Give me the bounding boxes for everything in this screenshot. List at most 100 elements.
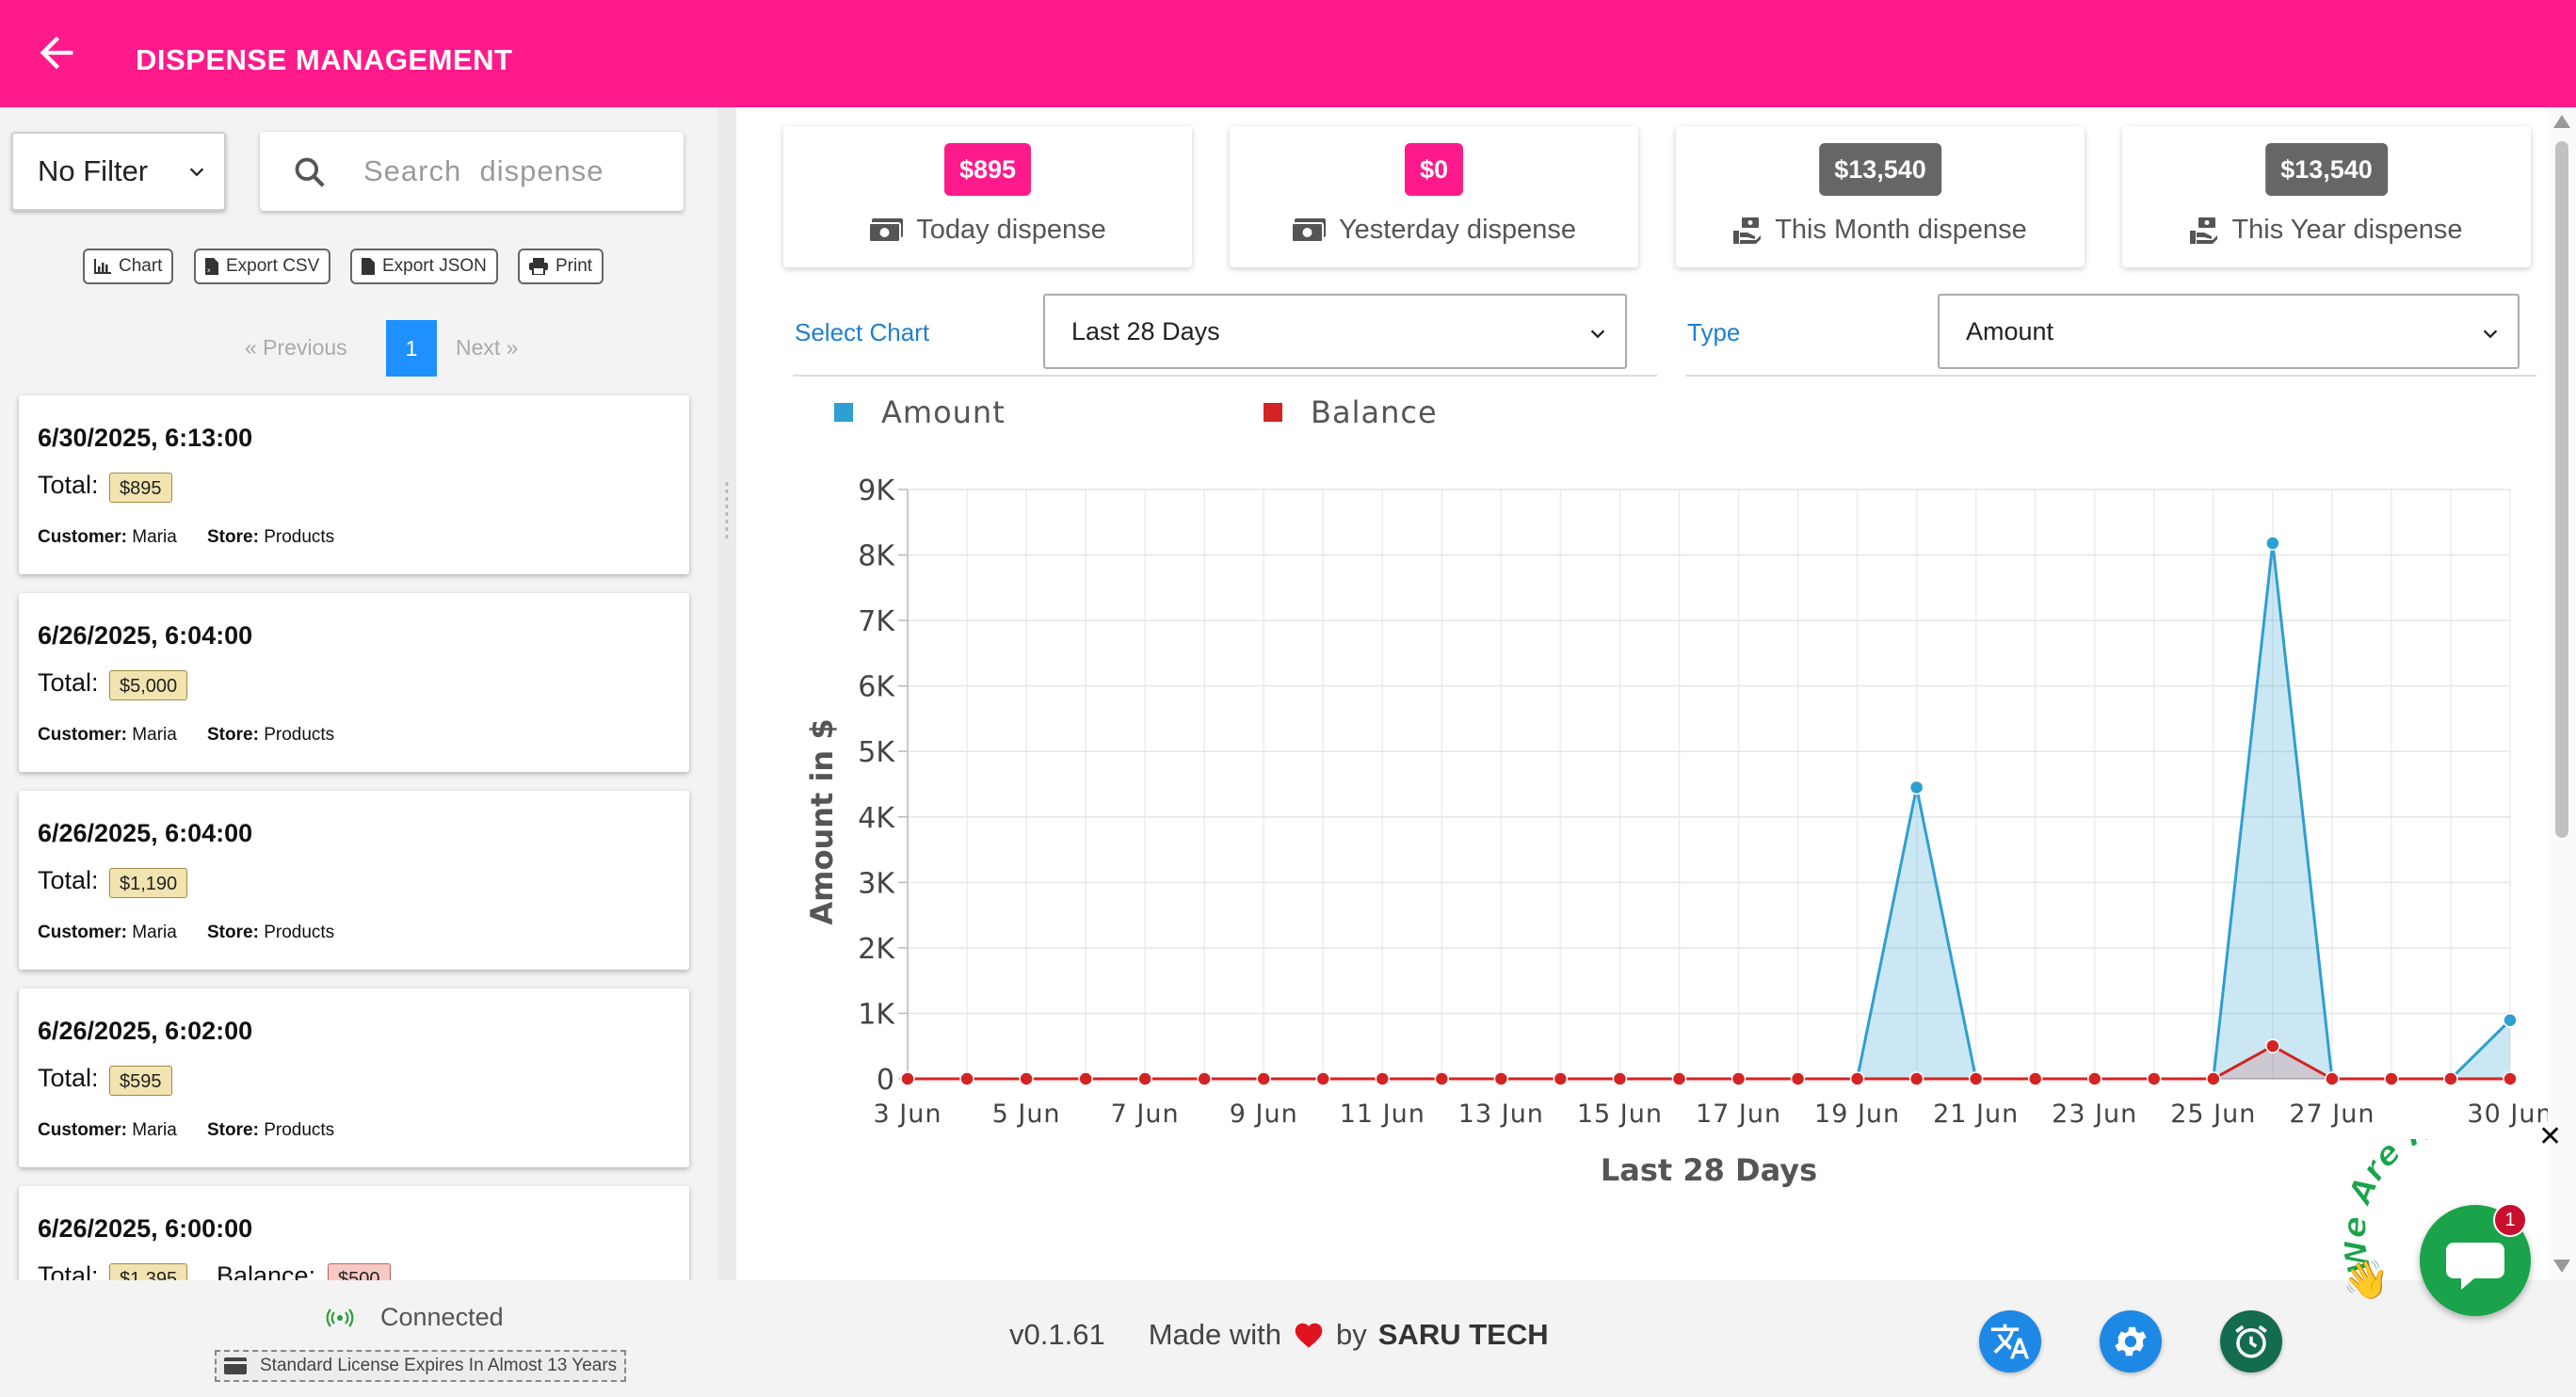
stat-label: This Year dispense (2231, 215, 2463, 245)
type-value: Amount (1966, 316, 2054, 345)
x-tick-label: 21 Jun (1933, 1100, 2019, 1129)
print-label: Print (555, 256, 593, 276)
filter-select[interactable]: No Filter (11, 132, 226, 211)
export-csv-button[interactable]: x Export CSV (194, 249, 331, 284)
balance-badge: $500 (328, 1263, 391, 1280)
total-badge: $595 (109, 1066, 172, 1096)
select-chart-label: Select Chart (795, 318, 930, 346)
data-point-balance (959, 1071, 974, 1086)
x-tick-label: 25 Jun (2170, 1100, 2256, 1129)
dispense-card[interactable]: 6/26/2025, 6:04:00 Total: $1,190 Custome… (19, 791, 689, 970)
license-text: Standard License Expires In Almost 13 Ye… (260, 1356, 618, 1375)
data-point-balance (1375, 1071, 1391, 1086)
dispense-card[interactable]: 6/26/2025, 6:04:00 Total: $5,000 Custome… (19, 593, 689, 772)
y-tick-label: 9K (858, 474, 895, 507)
money-icon (1291, 217, 1326, 243)
data-point-balance (2443, 1071, 2458, 1086)
data-point-balance (1315, 1071, 1331, 1086)
store-info: Store: Products (207, 1120, 335, 1140)
data-point-balance (1849, 1071, 1865, 1086)
bar-chart-icon (94, 259, 111, 274)
scroll-up-arrow-icon[interactable] (2553, 115, 2570, 128)
total-label: Total: (38, 668, 99, 697)
chat-close-icon[interactable]: ✕ (2538, 1121, 2563, 1152)
stat-label: This Month dispense (1775, 215, 2027, 245)
data-point-balance (1612, 1071, 1628, 1086)
pager-next[interactable]: Next » (456, 335, 519, 360)
pager-current-page[interactable]: 1 (386, 320, 437, 377)
total-label: Total: (38, 471, 99, 499)
splitter-grip[interactable] (724, 480, 730, 542)
file-csv-icon: x (205, 258, 218, 275)
customer-info: Customer: Maria (38, 1120, 177, 1140)
translate-icon (1990, 1324, 2030, 1359)
data-point-amount (1908, 779, 1924, 795)
print-button[interactable]: Print (518, 249, 604, 284)
chat-notification-badge: 1 (2493, 1203, 2527, 1237)
chat-bubble-icon (2446, 1243, 2504, 1290)
x-tick-label: 30 Jun (2467, 1100, 2552, 1129)
select-chart-dropdown[interactable]: Last 28 Days (1043, 294, 1627, 369)
dispense-date: 6/26/2025, 6:00:00 (38, 1214, 253, 1243)
data-point-balance (2027, 1071, 2043, 1086)
data-point-balance (1137, 1071, 1152, 1086)
y-tick-label: 0 (877, 1064, 894, 1097)
gear-icon (2115, 1326, 2147, 1357)
scroll-down-arrow-icon[interactable] (2553, 1260, 2570, 1273)
data-point-balance (1493, 1071, 1509, 1086)
select-chart-value: Last 28 Days (1071, 316, 1220, 345)
alarm-clock-icon (2235, 1325, 2267, 1358)
x-tick-label: 27 Jun (2289, 1100, 2375, 1129)
page-scrollbar[interactable] (2548, 107, 2576, 1280)
dispense-card[interactable]: 6/26/2025, 6:00:00 Total: $1,395 Balance… (19, 1186, 689, 1280)
balance-label: Balance: (217, 1261, 316, 1280)
hand-money-icon (1733, 217, 1762, 244)
back-arrow-icon[interactable] (32, 28, 81, 77)
settings-button[interactable] (2100, 1310, 2162, 1373)
data-point-amount (2265, 536, 2280, 551)
scroll-thumb[interactable] (2555, 141, 2568, 838)
stat-value: $0 (1404, 143, 1464, 196)
data-point-balance (1731, 1071, 1747, 1086)
x-tick-label: 15 Jun (1577, 1100, 1663, 1129)
data-point-balance (1553, 1071, 1569, 1086)
stat-label: Yesterday dispense (1338, 215, 1577, 245)
credit-card-icon (224, 1357, 247, 1374)
by-text: by (1336, 1318, 1367, 1351)
chevron-down-icon (189, 168, 204, 177)
dispense-list-panel: No Filter Chart x Export CSV Export JSON… (0, 107, 717, 1280)
type-dropdown[interactable]: Amount (1938, 294, 2520, 369)
panel-splitter[interactable] (717, 107, 736, 1280)
search-box (260, 132, 684, 211)
legend-label-amount: Amount (881, 394, 1006, 430)
x-tick-label: 11 Jun (1340, 1100, 1425, 1129)
broadcast-icon (326, 1308, 354, 1327)
type-label: Type (1687, 318, 1741, 346)
stat-card-yesterday: $0 Yesterday dispense (1230, 126, 1638, 267)
series-line-balance (908, 1044, 2510, 1081)
export-csv-label: Export CSV (226, 256, 320, 276)
type-underline (1685, 375, 2536, 377)
data-point-balance (1434, 1071, 1450, 1086)
language-button[interactable] (1979, 1310, 2041, 1373)
total-badge: $895 (109, 473, 172, 503)
alarm-button[interactable] (2220, 1310, 2282, 1373)
export-json-button[interactable]: Export JSON (350, 249, 498, 284)
pager-previous[interactable]: « Previous (245, 335, 347, 360)
money-icon (869, 217, 904, 243)
search-input[interactable] (363, 151, 665, 192)
filter-select-value: No Filter (38, 154, 149, 187)
dispense-card[interactable]: 6/30/2025, 6:13:00 Total: $895 Customer:… (19, 395, 689, 574)
data-point-balance (1671, 1071, 1687, 1086)
dispense-card[interactable]: 6/26/2025, 6:02:00 Total: $595 Customer:… (19, 988, 689, 1167)
data-point-balance (1256, 1071, 1271, 1086)
search-icon (295, 157, 325, 187)
x-tick-label: 13 Jun (1458, 1100, 1544, 1129)
total-label: Total: (38, 1064, 99, 1092)
chart-button[interactable]: Chart (83, 249, 174, 284)
printer-icon (529, 258, 548, 275)
x-tick-label: 3 Jun (874, 1100, 942, 1129)
x-tick-label: 7 Jun (1111, 1100, 1180, 1129)
store-info: Store: Products (207, 923, 335, 942)
legend-swatch-amount (834, 403, 853, 422)
